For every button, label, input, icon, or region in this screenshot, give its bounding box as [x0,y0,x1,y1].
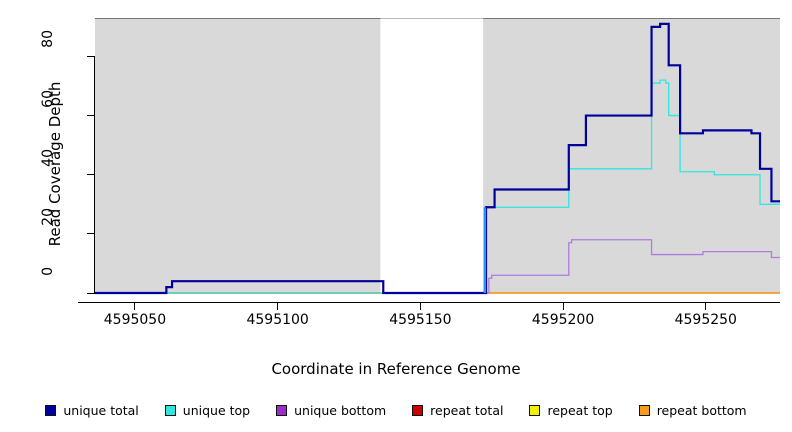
legend-label: repeat top [547,402,613,418]
legend-swatch-icon [164,404,176,416]
plot-area [95,18,780,300]
legend-swatch-icon [529,404,541,416]
series-unique-top [95,79,780,294]
legend-label: repeat total [430,402,504,418]
legend-item-repeat-bottom[interactable]: repeat bottom [638,402,747,418]
x-tick-label: 4595250 [674,312,737,328]
coverage-gap-band [380,18,484,293]
legend-label: unique top [182,402,251,418]
x-axis-title: Coordinate in Reference Genome [271,360,521,378]
legend-item-unique-total[interactable]: unique total [45,402,139,418]
y-tick-mark [87,174,95,176]
chart-legend: unique total unique top unique bottom repea… [0,398,792,422]
y-tick-label: 40 [40,148,56,167]
y-tick-mark [87,233,95,235]
legend-label: repeat bottom [656,402,747,418]
series-unique-total [95,22,780,295]
legend-item-repeat-total[interactable]: repeat total [412,403,503,418]
x-axis-line [78,302,780,303]
coverage-step-plot [95,18,780,295]
x-tick-label: 4595200 [531,312,595,328]
y-tick-label: 0 [40,267,56,276]
x-tick-mark [134,302,136,310]
y-tick-mark [87,115,95,117]
y-tick-mark [87,292,95,294]
legend-item-repeat-top[interactable]: repeat top [529,402,613,418]
legend-swatch-icon [412,404,424,416]
legend-swatch-icon [638,404,650,416]
x-tick-label: 4595100 [246,312,309,328]
legend-label: unique total [63,402,139,418]
y-tick-label: 80 [40,30,56,49]
x-tick-mark [705,302,707,310]
x-tick-mark [277,302,279,310]
series-unique-bottom [95,239,780,294]
x-tick-mark [419,302,421,310]
legend-label: unique bottom [294,402,387,418]
legend-item-unique-top[interactable]: unique top [164,402,251,418]
x-tick-label: 4595050 [103,312,167,328]
legend-swatch-icon [276,404,288,416]
x-tick-label: 4595150 [389,312,452,328]
y-tick-label: 20 [40,207,56,226]
legend-swatch-icon [45,404,57,416]
legend-item-unique-bottom[interactable]: unique bottom [276,403,386,418]
y-tick-mark [87,55,95,57]
y-tick-label: 60 [40,89,56,108]
y-axis-line [94,56,95,293]
x-tick-mark [562,302,564,310]
